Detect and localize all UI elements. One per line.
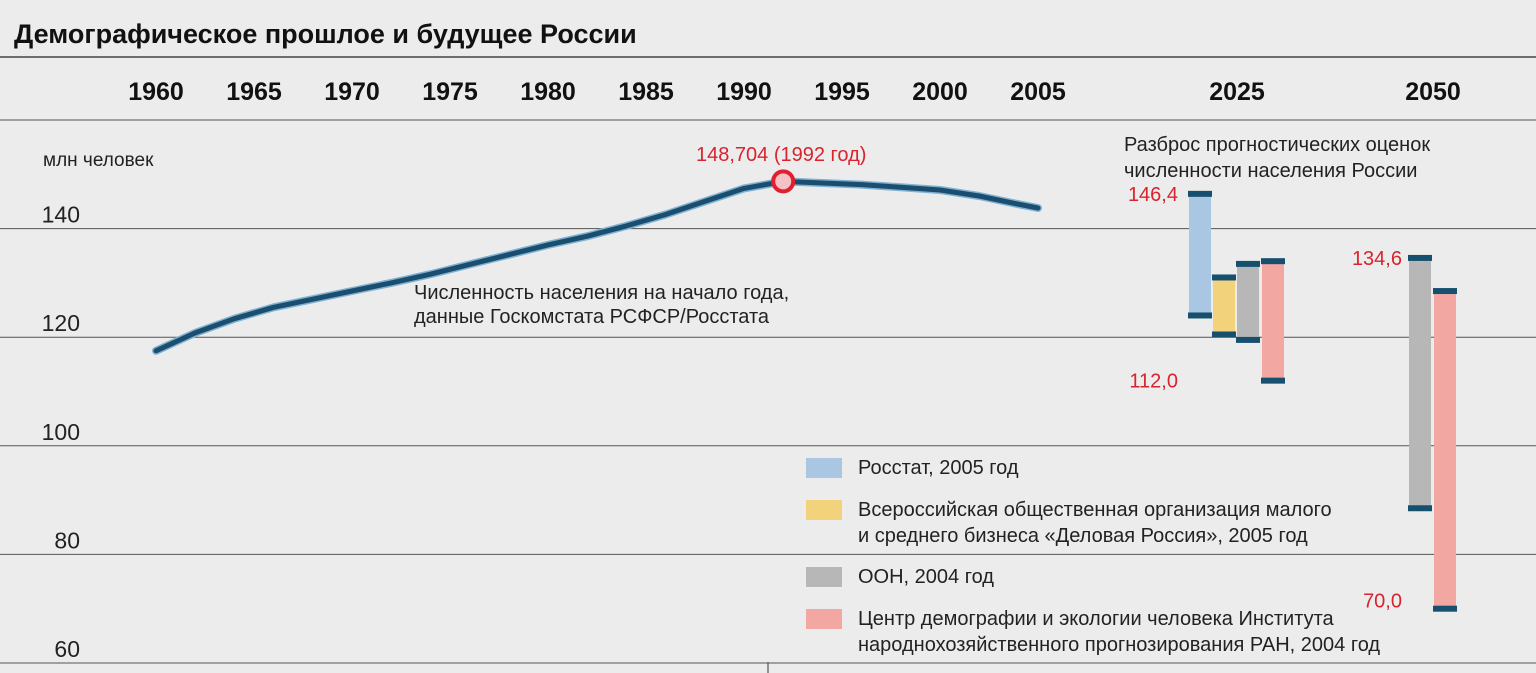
y-tick-label: 120 bbox=[42, 310, 80, 336]
peak-value-label: 148,704 (1992 год) bbox=[696, 144, 866, 166]
forecast-bar-2025-delovaya bbox=[1213, 277, 1235, 335]
chart-title: Демографическое прошлое и будущее России bbox=[14, 19, 637, 49]
x-tick-label: 1970 bbox=[324, 78, 380, 106]
forecast-bar-cap-low bbox=[1212, 331, 1236, 338]
legend-label-rosstat: Росстат, 2005 год bbox=[858, 457, 1019, 479]
forecast-bars bbox=[1188, 190, 1457, 612]
y-tick-label: 60 bbox=[54, 636, 80, 662]
forecast-bar-cap-high bbox=[1212, 274, 1236, 281]
forecast-bar-cap-low bbox=[1408, 505, 1432, 512]
forecast-range-label: 146,4 bbox=[1128, 184, 1178, 206]
legend-swatch-delovaya bbox=[806, 500, 842, 520]
y-axis-unit-label: млн человек bbox=[43, 150, 154, 171]
peak-marker bbox=[771, 169, 796, 194]
legend-label-delovaya: и среднего бизнеса «Деловая Россия», 200… bbox=[858, 525, 1308, 547]
legend-swatch-un bbox=[806, 567, 842, 587]
legend-label-un: ООН, 2004 год bbox=[858, 566, 994, 588]
series-label-line-2: данные Госкомстата РСФСР/Росстата bbox=[414, 306, 770, 328]
x-tick-label: 1995 bbox=[814, 78, 870, 106]
forecast-bar-2025-rosstat bbox=[1189, 193, 1211, 316]
legend-swatch-cdeh bbox=[806, 609, 842, 629]
forecast-bar-cap-low bbox=[1188, 312, 1212, 319]
legend-swatch-rosstat bbox=[806, 458, 842, 478]
x-tick-label: 1965 bbox=[226, 78, 282, 106]
x-tick-label: 1985 bbox=[618, 78, 674, 106]
x-tick-label: 2050 bbox=[1405, 78, 1461, 106]
forecast-bar-cap-low bbox=[1236, 336, 1260, 343]
forecast-bar-cap-high bbox=[1188, 190, 1212, 197]
forecast-bar-2025-un bbox=[1237, 263, 1259, 340]
x-tick-label: 1990 bbox=[716, 78, 772, 106]
y-tick-label: 140 bbox=[42, 202, 80, 228]
forecast-bar-cap-high bbox=[1236, 260, 1260, 267]
x-tick-label: 2000 bbox=[912, 78, 968, 106]
forecast-range-labels: 146,4 112,0 134,6 70,0 bbox=[1128, 184, 1402, 613]
series-label-line-1: Численность населения на начало года, bbox=[414, 282, 789, 304]
x-axis-ticks: 1960 1965 1970 1975 1980 1985 1990 1995 2000 2005… bbox=[128, 78, 1461, 106]
forecast-bar-cap-low bbox=[1261, 377, 1285, 384]
forecast-bar-2025-cdeh bbox=[1262, 261, 1284, 381]
legend-label-cdeh: народнохозяйственного прогнозирования РА… bbox=[858, 634, 1380, 656]
forecast-bar-cap-high bbox=[1408, 254, 1432, 261]
forecast-range-label: 134,6 bbox=[1352, 248, 1402, 270]
y-axis-ticks: 140 120 100 80 60 bbox=[42, 202, 80, 662]
x-tick-label: 1960 bbox=[128, 78, 184, 106]
x-tick-label: 1975 bbox=[422, 78, 478, 106]
population-line-layer bbox=[152, 169, 1042, 355]
forecast-range-label: 70,0 bbox=[1363, 591, 1402, 613]
x-tick-label: 2025 bbox=[1209, 78, 1265, 106]
forecast-title-line-2: численности населения России bbox=[1124, 160, 1417, 182]
forecast-bar-2050-cdeh bbox=[1434, 291, 1456, 609]
legend-label-delovaya: Всероссийская общественная организация м… bbox=[858, 499, 1332, 521]
forecast-bar-cap-high bbox=[1261, 258, 1285, 265]
x-tick-label: 1980 bbox=[520, 78, 576, 106]
legend-label-cdeh: Центр демографии и экологии человека Инс… bbox=[858, 608, 1335, 630]
forecast-title-line-1: Разброс прогностических оценок bbox=[1124, 134, 1430, 156]
forecast-bar-cap-low bbox=[1433, 605, 1457, 612]
y-tick-label: 100 bbox=[42, 419, 80, 445]
population-line bbox=[153, 178, 1041, 354]
forecast-range-label: 112,0 bbox=[1129, 371, 1178, 393]
y-tick-label: 80 bbox=[54, 527, 80, 553]
legend: Росстат, 2005 год Всероссийская обществен… bbox=[806, 457, 1380, 656]
x-tick-label: 2005 bbox=[1010, 78, 1066, 106]
forecast-bar-cap-high bbox=[1433, 288, 1457, 295]
forecast-bar-2050-un bbox=[1409, 257, 1431, 509]
